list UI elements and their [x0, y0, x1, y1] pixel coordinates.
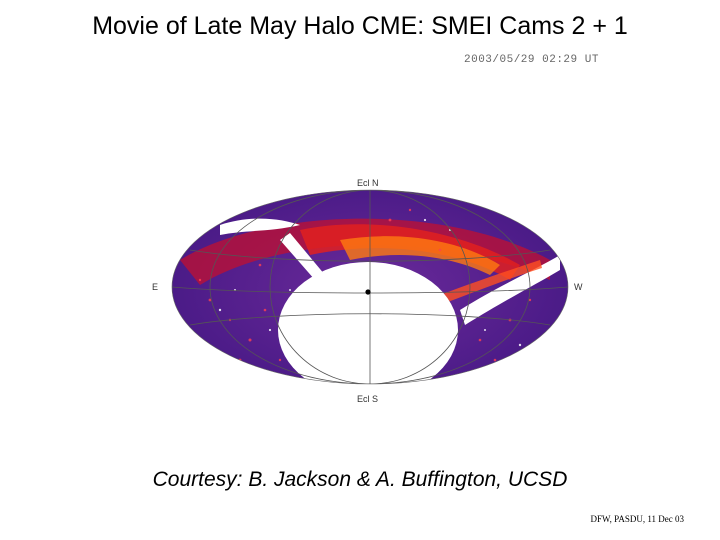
sky-stars [218, 218, 522, 347]
timestamp-label: 2003/05/29 02:29 UT [464, 54, 599, 66]
sky-map-svg: Ecl N Ecl S E W [152, 178, 583, 404]
west-label: W [574, 282, 583, 292]
halo-band-upper [180, 218, 550, 285]
bright-streak-right [460, 255, 560, 325]
east-label: E [152, 282, 158, 292]
occulted-region [278, 262, 458, 384]
sky-map-body [172, 190, 568, 384]
coordinate-grid [172, 190, 568, 384]
sun-center-marker [365, 289, 371, 295]
footer-note: DFW, PASDU, 11 Dec 03 [590, 514, 684, 524]
sky-map-outline [171, 189, 569, 385]
bright-streak-center [280, 233, 325, 280]
slide-title: Movie of Late May Halo CME: SMEI Cams 2 … [92, 12, 628, 40]
halo-band-orange [340, 236, 500, 275]
ecliptic-north-label: Ecl N [357, 178, 379, 188]
ecliptic-south-label: Ecl S [357, 394, 378, 404]
sky-map-figure: Ecl N Ecl S E W [140, 170, 600, 410]
courtesy-caption: Courtesy: B. Jackson & A. Buffington, UC… [152, 468, 568, 491]
